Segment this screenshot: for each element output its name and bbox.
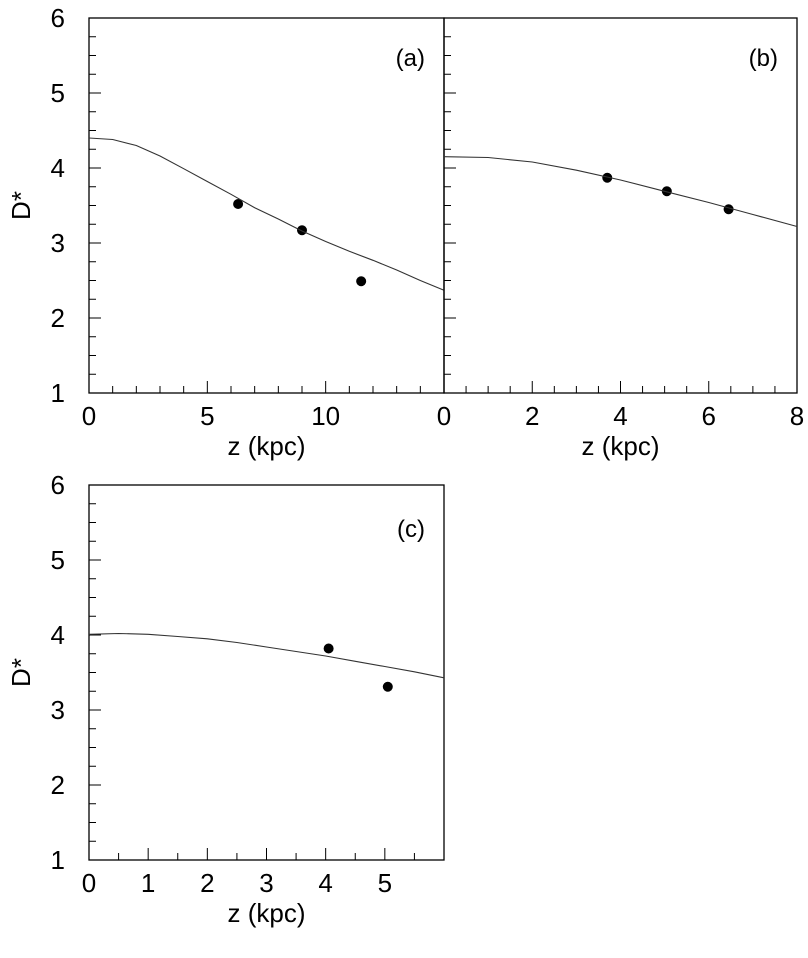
panel-label: (a): [396, 45, 425, 72]
panel-label: (b): [749, 45, 778, 72]
data-point: [356, 276, 367, 287]
model-curve: [443, 156, 798, 228]
data-point: [297, 225, 307, 236]
x-tick-label: 2: [525, 401, 539, 431]
y-tick-label: 1: [51, 845, 65, 875]
y-tick-label: 6: [51, 470, 65, 500]
y-tick-label: 1: [51, 378, 65, 408]
chart-panel-b: 0 2 4 6 8 z (kpc) (b): [437, 17, 804, 461]
x-tick-label: 3: [259, 868, 273, 898]
plot-frame: [443, 17, 798, 394]
y-tick-label: 6: [51, 3, 65, 33]
x-tick-label: 4: [318, 868, 332, 898]
data-point: [233, 199, 244, 209]
data-point: [382, 681, 393, 692]
data-point: [602, 172, 613, 183]
y-axis-label: D*: [6, 191, 36, 220]
y-tick-label: 5: [51, 78, 65, 108]
x-tick-label: 4: [613, 401, 627, 431]
x-tick-label: 0: [82, 401, 96, 431]
x-axis-label: z (kpc): [582, 431, 660, 461]
model-curve: [88, 632, 445, 679]
y-axis-label: D*: [6, 658, 36, 687]
x-tick-label: 5: [378, 868, 392, 898]
chart-panel-a: 0 5 10 1 2 3 4 5 6 z (kpc) D* (a): [6, 3, 445, 461]
y-tick-label: 4: [51, 620, 65, 650]
x-axis-label: z (kpc): [228, 898, 306, 928]
y-tick-label: 2: [51, 770, 65, 800]
y-tick-label: 3: [51, 695, 65, 725]
x-tick-label: 0: [82, 868, 96, 898]
model-curve: [88, 137, 445, 291]
x-tick-label: 6: [702, 401, 716, 431]
x-tick-label: 0: [437, 401, 451, 431]
panel-label: (c): [397, 516, 425, 543]
plot-frame: [88, 17, 445, 394]
data-point: [661, 186, 672, 197]
x-tick-label: 5: [200, 401, 214, 431]
x-tick-label: 1: [141, 868, 155, 898]
y-tick-label: 4: [51, 153, 65, 183]
y-tick-label: 2: [51, 303, 65, 333]
plot-frame: [88, 484, 445, 861]
y-tick-label: 5: [51, 545, 65, 575]
x-axis-label: z (kpc): [228, 431, 306, 461]
x-tick-label: 8: [790, 401, 804, 431]
y-tick-label: 3: [51, 228, 65, 258]
x-tick-label: 10: [311, 401, 340, 431]
data-point: [323, 643, 334, 654]
x-tick-label: 2: [200, 868, 214, 898]
